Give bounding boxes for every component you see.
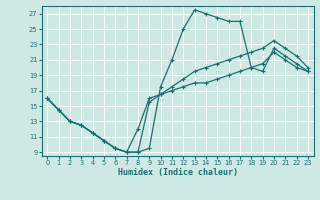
X-axis label: Humidex (Indice chaleur): Humidex (Indice chaleur): [118, 168, 237, 177]
